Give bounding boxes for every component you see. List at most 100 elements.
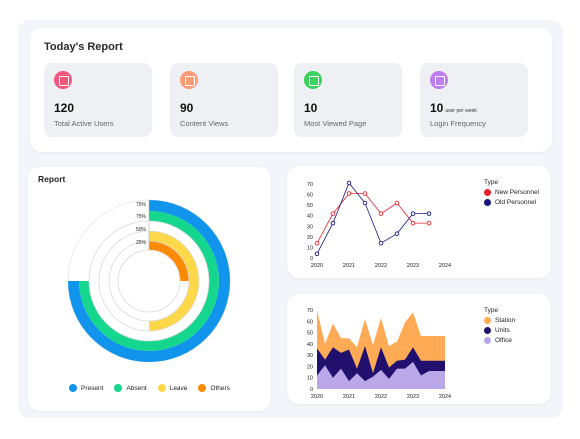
ring-label: 75% — [136, 202, 147, 208]
area-series-office[interactable] — [317, 361, 445, 389]
legend-item-units[interactable]: Units — [484, 327, 515, 334]
data-point[interactable] — [346, 180, 352, 186]
legend-item-leave[interactable]: Leave — [157, 384, 188, 392]
legend-item-others[interactable]: Others — [198, 384, 230, 392]
data-point[interactable] — [362, 200, 368, 206]
data-point[interactable] — [410, 220, 416, 226]
y-tick-label: 10 — [307, 376, 313, 382]
legend-dot — [484, 317, 491, 324]
data-point[interactable] — [314, 240, 320, 246]
ring-track — [117, 249, 181, 313]
y-tick-label: 40 — [307, 214, 313, 220]
legend-dot — [157, 384, 166, 392]
x-tick-label: 2024 — [439, 263, 451, 269]
x-tick-label: 2020 — [311, 263, 323, 269]
legend-label: Station — [495, 317, 516, 324]
ring-leave[interactable] — [149, 231, 199, 331]
y-tick-label: 60 — [307, 193, 313, 199]
legend-item-absent[interactable]: Absent — [114, 384, 147, 392]
y-tick-label: 70 — [307, 308, 313, 314]
legend-item-station[interactable]: Station — [484, 317, 515, 324]
legend-dot — [484, 327, 491, 334]
data-point[interactable] — [394, 200, 400, 206]
data-point[interactable] — [426, 211, 432, 216]
y-tick-label: 60 — [307, 319, 313, 325]
legend-title: Type — [484, 179, 499, 186]
legend-item-new-personnel[interactable]: New Personnel — [484, 189, 539, 196]
stat-card-most-viewed-page[interactable]: 10 Most Viewed Page — [294, 63, 402, 137]
legend-item-old-personnel[interactable]: Old Personnel — [484, 199, 539, 206]
x-tick-label: 2023 — [407, 394, 419, 400]
data-point[interactable] — [330, 211, 336, 216]
stat-label: Content Views — [180, 119, 229, 128]
y-tick-label: 40 — [307, 342, 313, 348]
ring-others[interactable] — [149, 241, 189, 281]
chart-icon — [430, 71, 448, 89]
area-chart-card: 0 10 20 30 40 50 60 70 2020 2021 2022 2023 2024 Type… — [287, 294, 551, 404]
x-tick-label: 2021 — [343, 263, 355, 269]
legend-label: New Personnel — [495, 189, 540, 196]
legend-label: Present — [81, 384, 104, 392]
x-tick-label: 2021 — [343, 394, 355, 400]
y-tick-label: 0 — [310, 387, 313, 393]
line-chart-card: 0 10 20 30 40 50 60 70 2020 2021 2022 2023 2024 Type… — [287, 166, 551, 278]
data-point[interactable] — [378, 211, 384, 216]
x-tick-label: 2020 — [311, 394, 323, 400]
stat-label: Most Viewed Page — [304, 119, 367, 128]
chart-icon — [180, 71, 198, 89]
area-chart-legend: Type Station Units Office — [484, 307, 515, 347]
legend-label: Leave — [169, 384, 188, 392]
legend-dot — [484, 189, 491, 196]
ring-label: 75% — [136, 214, 147, 220]
stat-value: 120 — [54, 101, 75, 115]
y-tick-label: 70 — [307, 182, 313, 188]
data-point[interactable] — [362, 191, 368, 196]
stat-card-total-active-users[interactable]: 120 Total Active Users — [44, 63, 152, 137]
y-tick-label: 50 — [307, 203, 313, 209]
y-tick-label: 20 — [307, 364, 313, 370]
x-tick-label: 2022 — [375, 263, 387, 269]
stat-value: 10 — [304, 101, 318, 115]
series-line-new-personnel[interactable] — [316, 193, 429, 244]
chart-icon — [54, 71, 72, 89]
y-tick-label: 10 — [307, 245, 313, 251]
ring-label: 50% — [136, 227, 147, 233]
legend-label: Office — [495, 337, 512, 344]
legend-label: Absent — [126, 384, 147, 392]
data-point[interactable] — [394, 231, 400, 236]
data-point[interactable] — [314, 251, 320, 257]
line-chart-legend: Type New Personnel Old Personnel — [484, 179, 539, 209]
data-point[interactable] — [330, 220, 336, 226]
legend-item-office[interactable]: Office — [484, 337, 515, 344]
x-tick-label: 2022 — [375, 394, 387, 400]
legend-dot — [69, 384, 78, 392]
data-point[interactable] — [378, 240, 384, 246]
chart-icon — [304, 71, 322, 89]
stat-label: Total Active Users — [54, 119, 114, 128]
stat-value: 10 user per week — [430, 101, 477, 115]
report-title: Today's Report — [44, 41, 123, 53]
data-point[interactable] — [426, 220, 432, 226]
donut-report-card: Report 75% 75% 50% 25% Present Absent Le… — [28, 167, 271, 411]
stat-card-login-frequency[interactable]: 10 user per week Login Frequency — [420, 63, 528, 137]
y-tick-label: 50 — [307, 331, 313, 337]
x-tick-label: 2024 — [439, 394, 451, 400]
legend-dot — [114, 384, 123, 392]
y-tick-label: 20 — [307, 235, 313, 241]
legend-dot — [198, 384, 207, 392]
legend-label: Old Personnel — [495, 199, 537, 206]
ring-label: 25% — [136, 240, 147, 246]
x-tick-label: 2023 — [407, 263, 419, 269]
data-point[interactable] — [346, 191, 352, 196]
area-chart: 0 10 20 30 40 50 60 70 2020 2021 2022 2023 2024 — [307, 308, 451, 400]
y-tick-label: 0 — [310, 256, 313, 262]
stat-card-content-views[interactable]: 90 Content Views — [170, 63, 278, 137]
stat-label: Login Frequency — [430, 119, 486, 128]
series-line-old-personnel[interactable] — [316, 182, 429, 254]
y-tick-label: 30 — [307, 224, 313, 230]
legend-label: Others — [210, 384, 230, 392]
legend-item-present[interactable]: Present — [69, 384, 103, 392]
y-tick-label: 30 — [307, 353, 313, 359]
data-point[interactable] — [410, 211, 416, 216]
legend-title: Type — [484, 307, 499, 314]
